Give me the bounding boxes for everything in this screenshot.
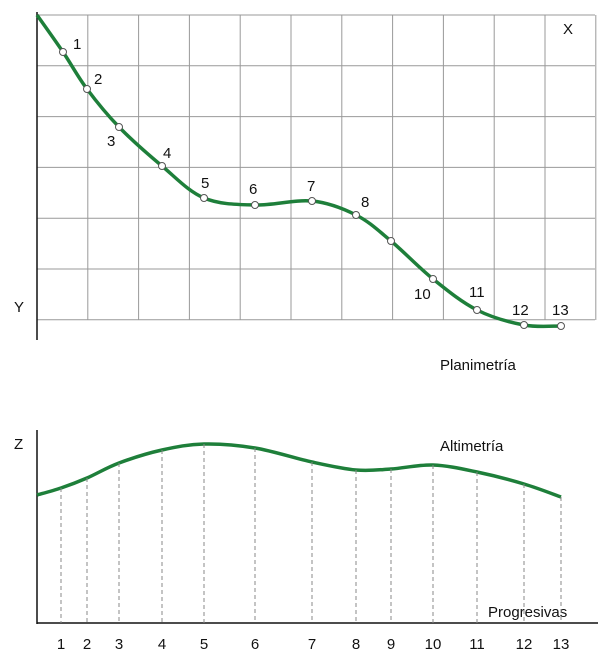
- alt-title: Altimetría: [440, 438, 504, 455]
- x-axis-label: X: [563, 21, 573, 38]
- point: [520, 321, 528, 329]
- point: [115, 123, 123, 131]
- y-axis-label: Y: [14, 299, 24, 316]
- z-axis-label: Z: [14, 436, 23, 453]
- point: [352, 211, 360, 219]
- point: [251, 201, 259, 209]
- point: [557, 322, 565, 330]
- plan-title: Planimetría: [440, 357, 517, 374]
- station-label: 5: [200, 636, 208, 653]
- station-label: 8: [352, 636, 360, 653]
- point: [473, 306, 481, 314]
- point-label: 2: [94, 71, 102, 88]
- station-label: 9: [387, 636, 395, 653]
- point-label: 10: [414, 286, 431, 303]
- point-label: 11: [469, 284, 485, 301]
- point: [387, 237, 395, 245]
- point-label: 5: [201, 175, 209, 192]
- point: [83, 85, 91, 93]
- station-label: 2: [83, 636, 91, 653]
- point-label: 4: [163, 145, 171, 162]
- point-label: 8: [361, 194, 369, 211]
- point-label: 12: [512, 302, 529, 319]
- point-label: 7: [307, 178, 315, 195]
- point: [429, 275, 437, 283]
- point: [308, 197, 316, 205]
- plan-curve: [35, 13, 562, 329]
- point: [158, 162, 166, 170]
- station-label: 13: [553, 636, 570, 653]
- station-label: 3: [115, 636, 123, 653]
- point: [200, 194, 208, 202]
- station-label: 11: [469, 636, 485, 653]
- station-label: 4: [158, 636, 166, 653]
- point: [59, 48, 67, 56]
- station-label: 10: [425, 636, 442, 653]
- prog-label: Progresivas: [488, 604, 567, 621]
- station-label: 7: [308, 636, 316, 653]
- station-label: 1: [57, 636, 65, 653]
- point-label: 6: [249, 181, 257, 198]
- station-label: 6: [251, 636, 259, 653]
- grid: [36, 14, 597, 321]
- point-label: 3: [107, 133, 115, 150]
- station-label: 12: [516, 636, 533, 653]
- alt-curve: [36, 442, 562, 499]
- point-label: 1: [73, 36, 81, 53]
- point-label: 13: [552, 302, 569, 319]
